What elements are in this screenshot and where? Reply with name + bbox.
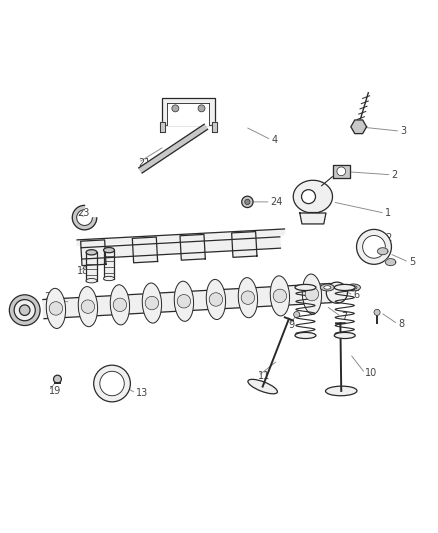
Polygon shape (86, 252, 97, 281)
Polygon shape (351, 120, 367, 134)
Circle shape (53, 375, 61, 383)
Ellipse shape (78, 287, 98, 327)
Ellipse shape (86, 249, 97, 255)
Text: 10: 10 (365, 368, 378, 378)
Text: 4: 4 (272, 135, 278, 145)
Polygon shape (43, 284, 331, 319)
Circle shape (100, 372, 124, 395)
Polygon shape (300, 213, 326, 224)
Polygon shape (81, 240, 106, 265)
Polygon shape (159, 122, 165, 133)
Polygon shape (293, 180, 332, 212)
Text: 21: 21 (138, 158, 151, 167)
Ellipse shape (273, 289, 286, 303)
Ellipse shape (113, 298, 127, 312)
Ellipse shape (49, 302, 63, 315)
Ellipse shape (346, 284, 360, 291)
Ellipse shape (177, 295, 191, 308)
Polygon shape (378, 248, 388, 255)
Polygon shape (72, 205, 97, 230)
Text: 8: 8 (398, 319, 404, 329)
Circle shape (337, 167, 346, 176)
Ellipse shape (209, 293, 223, 306)
Ellipse shape (110, 285, 130, 325)
Ellipse shape (302, 274, 321, 314)
Text: 22: 22 (191, 235, 203, 245)
Ellipse shape (238, 278, 258, 318)
Ellipse shape (324, 286, 331, 289)
Ellipse shape (142, 283, 162, 323)
Polygon shape (232, 232, 257, 257)
Polygon shape (180, 235, 205, 260)
Text: 1: 1 (385, 208, 391, 218)
Circle shape (242, 196, 253, 207)
Text: 13: 13 (136, 388, 148, 398)
Ellipse shape (145, 296, 159, 310)
Ellipse shape (334, 285, 355, 290)
Polygon shape (103, 250, 114, 279)
Text: 12: 12 (381, 233, 393, 243)
Circle shape (326, 282, 347, 303)
Ellipse shape (305, 287, 318, 301)
Text: 23: 23 (77, 208, 89, 218)
Polygon shape (162, 98, 215, 125)
Text: 18: 18 (77, 266, 89, 276)
Ellipse shape (103, 247, 114, 253)
Polygon shape (139, 124, 208, 173)
Text: 6: 6 (353, 290, 360, 300)
Ellipse shape (295, 333, 316, 338)
Circle shape (363, 236, 385, 258)
Polygon shape (385, 259, 396, 265)
Text: 2: 2 (392, 170, 398, 180)
Text: 24: 24 (271, 197, 283, 207)
Circle shape (301, 190, 315, 204)
Text: 9: 9 (289, 320, 295, 330)
Polygon shape (81, 237, 280, 259)
Polygon shape (77, 229, 285, 246)
Ellipse shape (350, 286, 357, 289)
Polygon shape (167, 103, 209, 125)
Circle shape (374, 309, 380, 316)
Circle shape (9, 295, 40, 326)
Circle shape (94, 365, 131, 402)
Ellipse shape (174, 281, 194, 321)
Circle shape (14, 300, 35, 321)
Ellipse shape (86, 279, 97, 283)
Circle shape (198, 105, 205, 112)
Circle shape (245, 199, 250, 205)
Text: 11: 11 (258, 370, 271, 381)
Circle shape (357, 229, 392, 264)
Circle shape (19, 305, 30, 316)
Ellipse shape (46, 288, 66, 328)
Text: 5: 5 (409, 257, 415, 267)
Ellipse shape (241, 291, 254, 304)
Ellipse shape (270, 276, 290, 316)
Text: 19: 19 (49, 386, 61, 396)
Ellipse shape (103, 276, 114, 281)
Ellipse shape (206, 279, 226, 319)
Circle shape (172, 105, 179, 112)
Polygon shape (132, 237, 158, 263)
Ellipse shape (295, 285, 316, 290)
Ellipse shape (81, 300, 95, 313)
Text: 20: 20 (44, 292, 57, 302)
Ellipse shape (325, 386, 357, 395)
Polygon shape (332, 165, 350, 178)
Ellipse shape (320, 284, 334, 291)
Circle shape (293, 311, 300, 318)
Ellipse shape (248, 379, 277, 394)
Polygon shape (212, 122, 217, 133)
Ellipse shape (334, 333, 355, 338)
Text: 7: 7 (341, 312, 347, 322)
Text: 3: 3 (400, 126, 406, 136)
